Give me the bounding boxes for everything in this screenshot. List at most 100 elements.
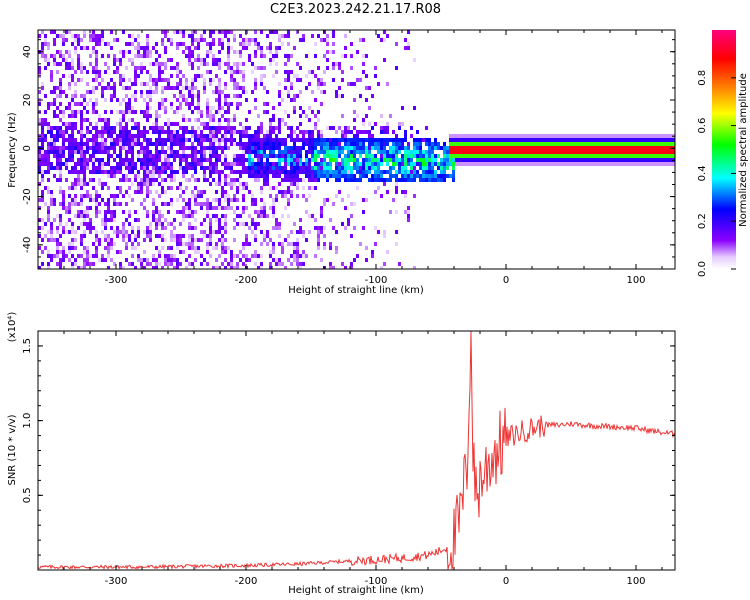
- heatmap-cell: [44, 186, 47, 190]
- heatmap-cell: [113, 150, 116, 154]
- heatmap-cell: [146, 258, 149, 262]
- heatmap-cell: [560, 158, 563, 162]
- heatmap-cell: [608, 162, 611, 166]
- heatmap-cell: [329, 142, 332, 146]
- heatmap-cell: [320, 210, 323, 214]
- heatmap-cell: [137, 66, 140, 70]
- heatmap-cell: [101, 166, 104, 170]
- heatmap-cell: [212, 54, 215, 58]
- heatmap-cell: [365, 74, 368, 78]
- heatmap-cell: [272, 170, 275, 174]
- heatmap-cell: [221, 30, 224, 34]
- heatmap-cell: [482, 158, 485, 162]
- heatmap-cell: [578, 134, 581, 138]
- heatmap-cell: [608, 138, 611, 142]
- heatmap-cell: [623, 142, 626, 146]
- heatmap-cell: [257, 146, 260, 150]
- heatmap-cell: [113, 210, 116, 214]
- heatmap-cell: [365, 54, 368, 58]
- heatmap-cell: [95, 70, 98, 74]
- heatmap-cell: [626, 150, 629, 154]
- heatmap-cell: [167, 86, 170, 90]
- heatmap-cell: [323, 174, 326, 178]
- heatmap-cell: [257, 134, 260, 138]
- heatmap-cell: [170, 102, 173, 106]
- heatmap-cell: [197, 194, 200, 198]
- heatmap-cell: [170, 238, 173, 242]
- heatmap-cell: [347, 222, 350, 226]
- heatmap-cell: [320, 78, 323, 82]
- heatmap-cell: [59, 162, 62, 166]
- heatmap-cell: [254, 50, 257, 54]
- heatmap-cell: [260, 190, 263, 194]
- heatmap-cell: [140, 70, 143, 74]
- heatmap-cell: [275, 146, 278, 150]
- heatmap-cell: [212, 206, 215, 210]
- heatmap-cell: [629, 142, 632, 146]
- heatmap-cell: [77, 34, 80, 38]
- heatmap-cell: [122, 98, 125, 102]
- heatmap-cell: [326, 170, 329, 174]
- heatmap-cell: [635, 142, 638, 146]
- heatmap-cell: [329, 126, 332, 130]
- heatmap-cell: [143, 146, 146, 150]
- heatmap-cell: [203, 122, 206, 126]
- heatmap-cell: [311, 154, 314, 158]
- heatmap-cell: [143, 182, 146, 186]
- snr-x-tick-label: -300: [105, 576, 128, 587]
- heatmap-cell: [389, 174, 392, 178]
- heatmap-cell: [62, 230, 65, 234]
- heatmap-cell: [572, 134, 575, 138]
- heatmap-cell: [44, 150, 47, 154]
- heatmap-cell: [53, 174, 56, 178]
- heatmap-cell: [278, 242, 281, 246]
- heatmap-cell: [38, 66, 41, 70]
- heatmap-cell: [209, 146, 212, 150]
- heatmap-cell: [62, 254, 65, 258]
- heatmap-cell: [344, 142, 347, 146]
- heatmap-cell: [272, 58, 275, 62]
- heatmap-cell: [104, 146, 107, 150]
- heatmap-cell: [422, 150, 425, 154]
- heatmap-cell: [245, 254, 248, 258]
- heatmap-cell: [398, 142, 401, 146]
- heatmap-cell: [230, 130, 233, 134]
- heatmap-cell: [242, 86, 245, 90]
- heatmap-cell: [179, 186, 182, 190]
- heatmap-cell: [428, 178, 431, 182]
- heatmap-cell: [71, 78, 74, 82]
- heatmap-cell: [443, 142, 446, 146]
- heatmap-cell: [170, 38, 173, 42]
- heatmap-cell: [401, 106, 404, 110]
- heatmap-cell: [80, 78, 83, 82]
- heatmap-cell: [110, 30, 113, 34]
- heatmap-cell: [581, 146, 584, 150]
- heatmap-cell: [347, 218, 350, 222]
- heatmap-cell: [125, 122, 128, 126]
- heatmap-cell: [161, 202, 164, 206]
- heatmap-cell: [236, 70, 239, 74]
- heatmap-cell: [293, 150, 296, 154]
- heatmap-cell: [137, 46, 140, 50]
- heatmap-cell: [77, 214, 80, 218]
- heatmap-cell: [188, 246, 191, 250]
- heatmap-cell: [575, 154, 578, 158]
- heatmap-cell: [188, 138, 191, 142]
- heatmap-cell: [395, 242, 398, 246]
- heatmap-cell: [161, 38, 164, 42]
- heatmap-cell: [413, 154, 416, 158]
- heatmap-cell: [155, 262, 158, 266]
- heatmap-cell: [116, 186, 119, 190]
- heatmap-cell: [143, 82, 146, 86]
- heatmap-cell: [131, 42, 134, 46]
- heatmap-cell: [419, 150, 422, 154]
- heatmap-cell: [80, 146, 83, 150]
- heatmap-cell: [221, 126, 224, 130]
- heatmap-cell: [191, 98, 194, 102]
- heatmap-cell: [356, 130, 359, 134]
- heatmap-cell: [140, 258, 143, 262]
- heatmap-cell: [224, 250, 227, 254]
- heatmap-cell: [110, 142, 113, 146]
- heatmap-cell: [398, 126, 401, 130]
- heatmap-cell: [158, 234, 161, 238]
